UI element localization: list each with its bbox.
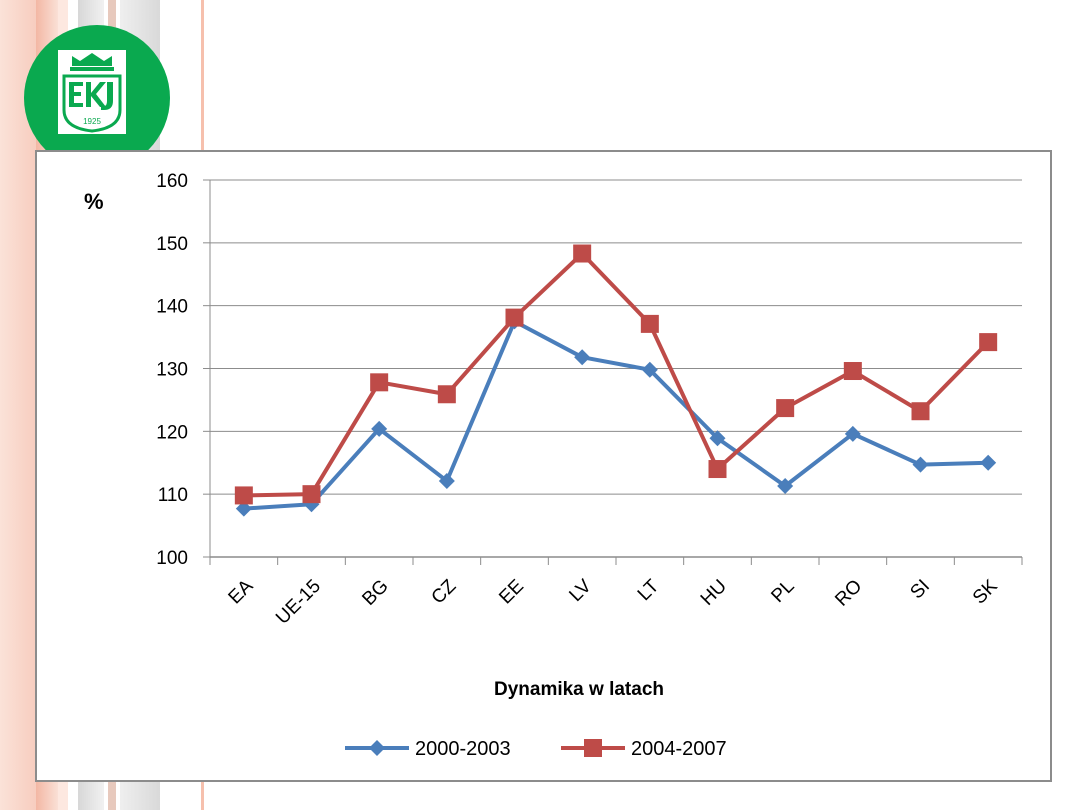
- x-tick-label: SK: [969, 575, 1002, 608]
- data-point: [912, 456, 929, 473]
- data-point: [371, 420, 388, 437]
- legend: 2000-2003 2004-2007: [345, 738, 727, 760]
- line-chart: 100 110 120 130 140 150 160 EA UE-15 BG CZ EE LV LT H…: [84, 171, 1023, 760]
- data-point: [708, 460, 727, 479]
- data-point: [777, 477, 794, 494]
- y-tick-label: 140: [156, 297, 188, 318]
- data-point: [438, 472, 455, 489]
- data-point: [573, 244, 592, 263]
- y-tick-label: 150: [156, 234, 188, 255]
- x-tick-label: HU: [697, 576, 731, 610]
- y-tick-label: 160: [156, 171, 188, 192]
- x-tick-label: SI: [906, 576, 934, 604]
- series-2000-2003: [235, 313, 997, 517]
- data-point: [505, 308, 524, 327]
- x-axis: [209, 556, 1023, 565]
- legend-marker: [369, 740, 385, 756]
- x-tick-label: PL: [767, 576, 798, 607]
- y-tick-label: 130: [156, 360, 188, 381]
- y-axis-label: %: [84, 189, 104, 214]
- crown-icon: [72, 53, 112, 66]
- series-line: [243, 251, 990, 498]
- decor-stripe: [0, 0, 36, 810]
- x-tick-label: BG: [358, 576, 392, 610]
- data-point: [574, 349, 591, 366]
- x-tick-label: EE: [495, 576, 528, 609]
- series-group: [234, 244, 998, 517]
- series-2004-2007: [234, 244, 998, 505]
- data-point: [844, 425, 861, 442]
- data-point: [370, 373, 389, 392]
- data-point: [709, 430, 726, 447]
- data-point: [234, 486, 253, 505]
- y-axis-ticks: 100 110 120 130 140 150 160: [156, 171, 188, 569]
- x-axis-label: Dynamika w latach: [494, 679, 664, 700]
- x-tick-label: LT: [634, 575, 664, 605]
- y-tick-label: 110: [158, 485, 188, 506]
- data-point: [843, 362, 862, 381]
- chart-container: 100 110 120 130 140 150 160 EA UE-15 BG CZ EE LV LT H…: [35, 150, 1052, 782]
- logo-year-text: 1925: [83, 117, 101, 126]
- y-tick-label: 100: [156, 548, 188, 569]
- data-point: [911, 402, 930, 421]
- x-tick-label: LV: [565, 575, 596, 606]
- university-logo-emblem: 1925: [58, 50, 126, 134]
- data-point: [302, 485, 321, 504]
- legend-label: 2000-2003: [415, 738, 511, 760]
- data-point: [980, 454, 997, 471]
- gridlines: [203, 179, 1022, 558]
- x-tick-label: RO: [831, 576, 866, 611]
- data-point: [640, 314, 659, 333]
- data-point: [979, 333, 998, 352]
- data-point: [641, 361, 658, 378]
- data-point: [235, 500, 252, 517]
- data-point: [776, 399, 795, 418]
- legend-marker: [584, 739, 602, 757]
- x-axis-ticks: EA UE-15 BG CZ EE LV LT HU PL RO SI SK: [225, 575, 1002, 628]
- x-tick-label: UE-15: [272, 576, 325, 629]
- data-point: [437, 385, 456, 404]
- legend-label: 2004-2007: [631, 738, 727, 760]
- x-tick-label: EA: [225, 575, 258, 608]
- x-tick-label: CZ: [428, 575, 461, 608]
- y-tick-label: 120: [156, 422, 188, 443]
- series-line: [243, 319, 989, 511]
